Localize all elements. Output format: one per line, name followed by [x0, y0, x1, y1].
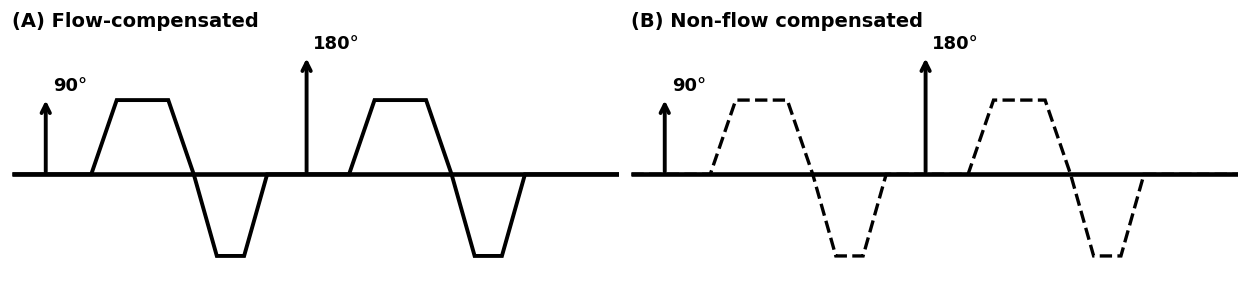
Text: 180°: 180° — [313, 35, 359, 53]
Text: 180°: 180° — [932, 35, 978, 53]
Text: (A) Flow-compensated: (A) Flow-compensated — [12, 13, 259, 31]
Text: (B) Non-flow compensated: (B) Non-flow compensated — [631, 13, 924, 31]
Text: 90°: 90° — [672, 77, 706, 95]
Text: 90°: 90° — [53, 77, 87, 95]
